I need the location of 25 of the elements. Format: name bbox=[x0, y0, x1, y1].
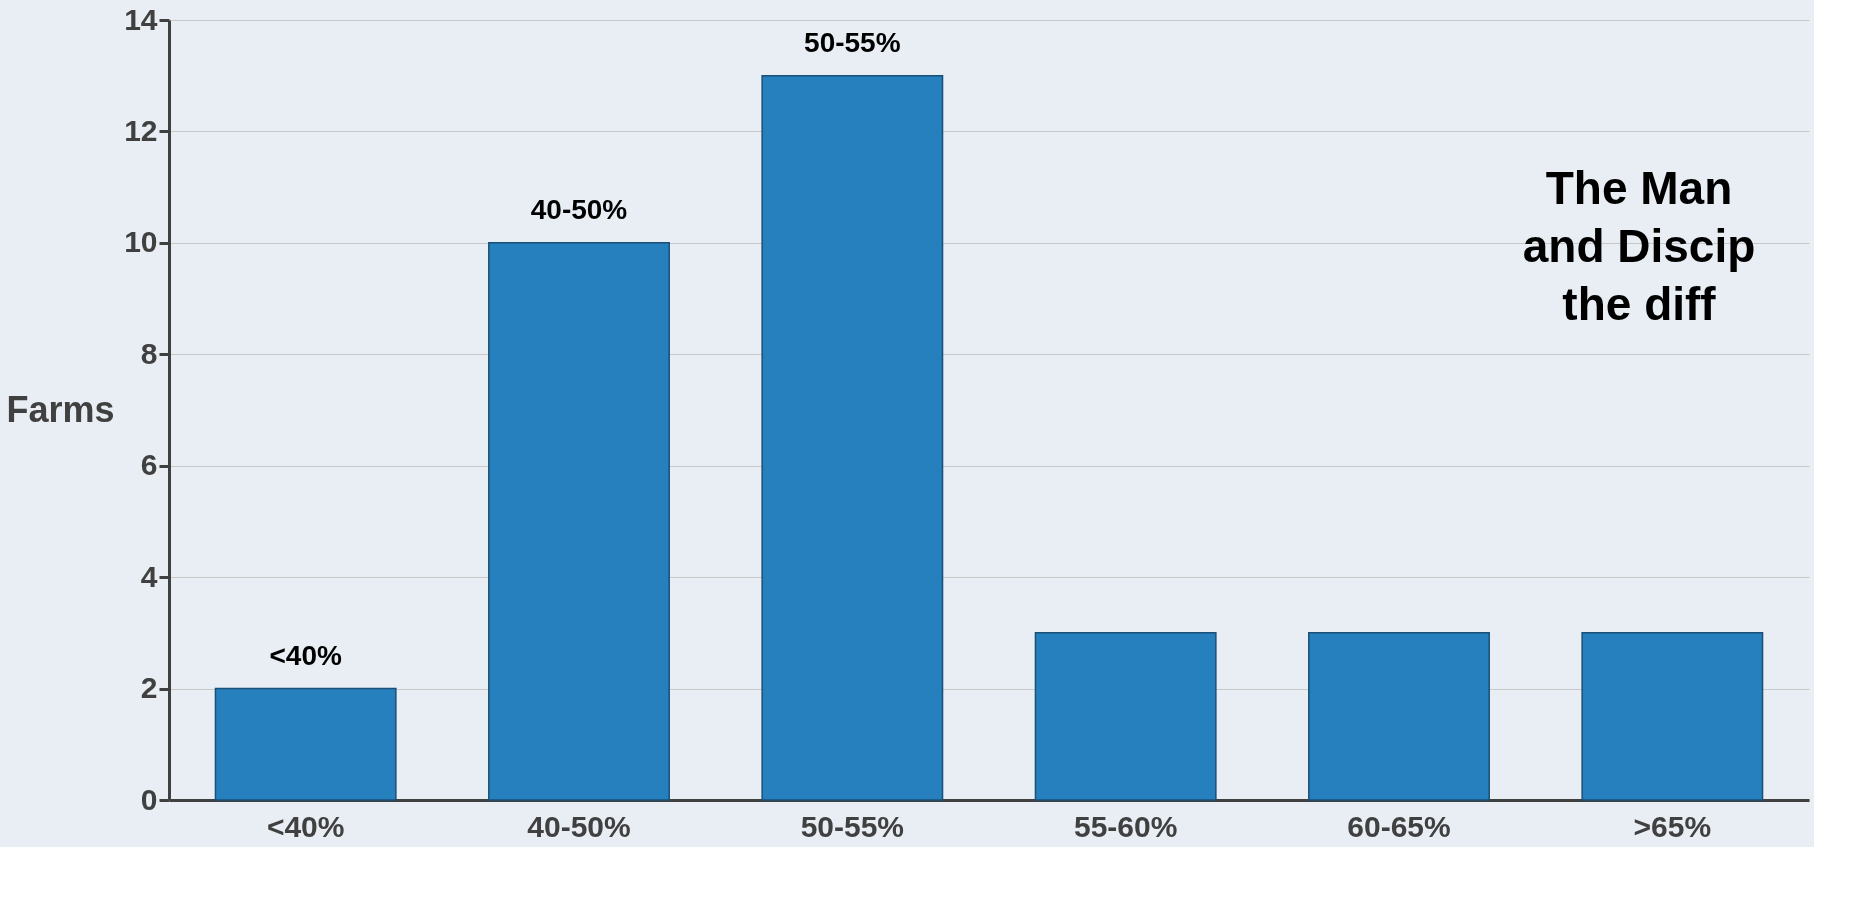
annotation: The Man and Discip the diff bbox=[1522, 162, 1756, 330]
bar bbox=[761, 74, 944, 801]
x-tick-label: >65% bbox=[1633, 809, 1712, 843]
bar bbox=[1034, 632, 1217, 801]
y-tick-label: 10 bbox=[124, 225, 158, 259]
x-tick-label: 60-65% bbox=[1347, 809, 1451, 843]
x-tick-label: 40-50% bbox=[527, 809, 631, 843]
x-tick-label: 50-55% bbox=[800, 809, 905, 843]
bar bbox=[1308, 632, 1490, 801]
y-tick-label: 4 bbox=[140, 559, 158, 593]
y-tick-label: 2 bbox=[140, 671, 158, 705]
annotation: 50-55% bbox=[804, 26, 901, 58]
y-axis-title: Farms bbox=[6, 388, 115, 430]
bar bbox=[1581, 632, 1764, 801]
y-tick-label: 14 bbox=[124, 2, 158, 36]
y-tick-label: 6 bbox=[140, 448, 158, 482]
bar bbox=[214, 687, 397, 801]
x-tick-label: <40% bbox=[266, 809, 345, 843]
annotation: <40% bbox=[269, 639, 342, 671]
y-tick-label: 12 bbox=[124, 113, 158, 147]
y-tick-label: 0 bbox=[140, 782, 158, 816]
annotation: 40-50% bbox=[530, 193, 628, 225]
bar bbox=[488, 242, 670, 801]
y-tick-label: 8 bbox=[140, 336, 158, 370]
x-tick-label: 55-60% bbox=[1073, 809, 1178, 843]
